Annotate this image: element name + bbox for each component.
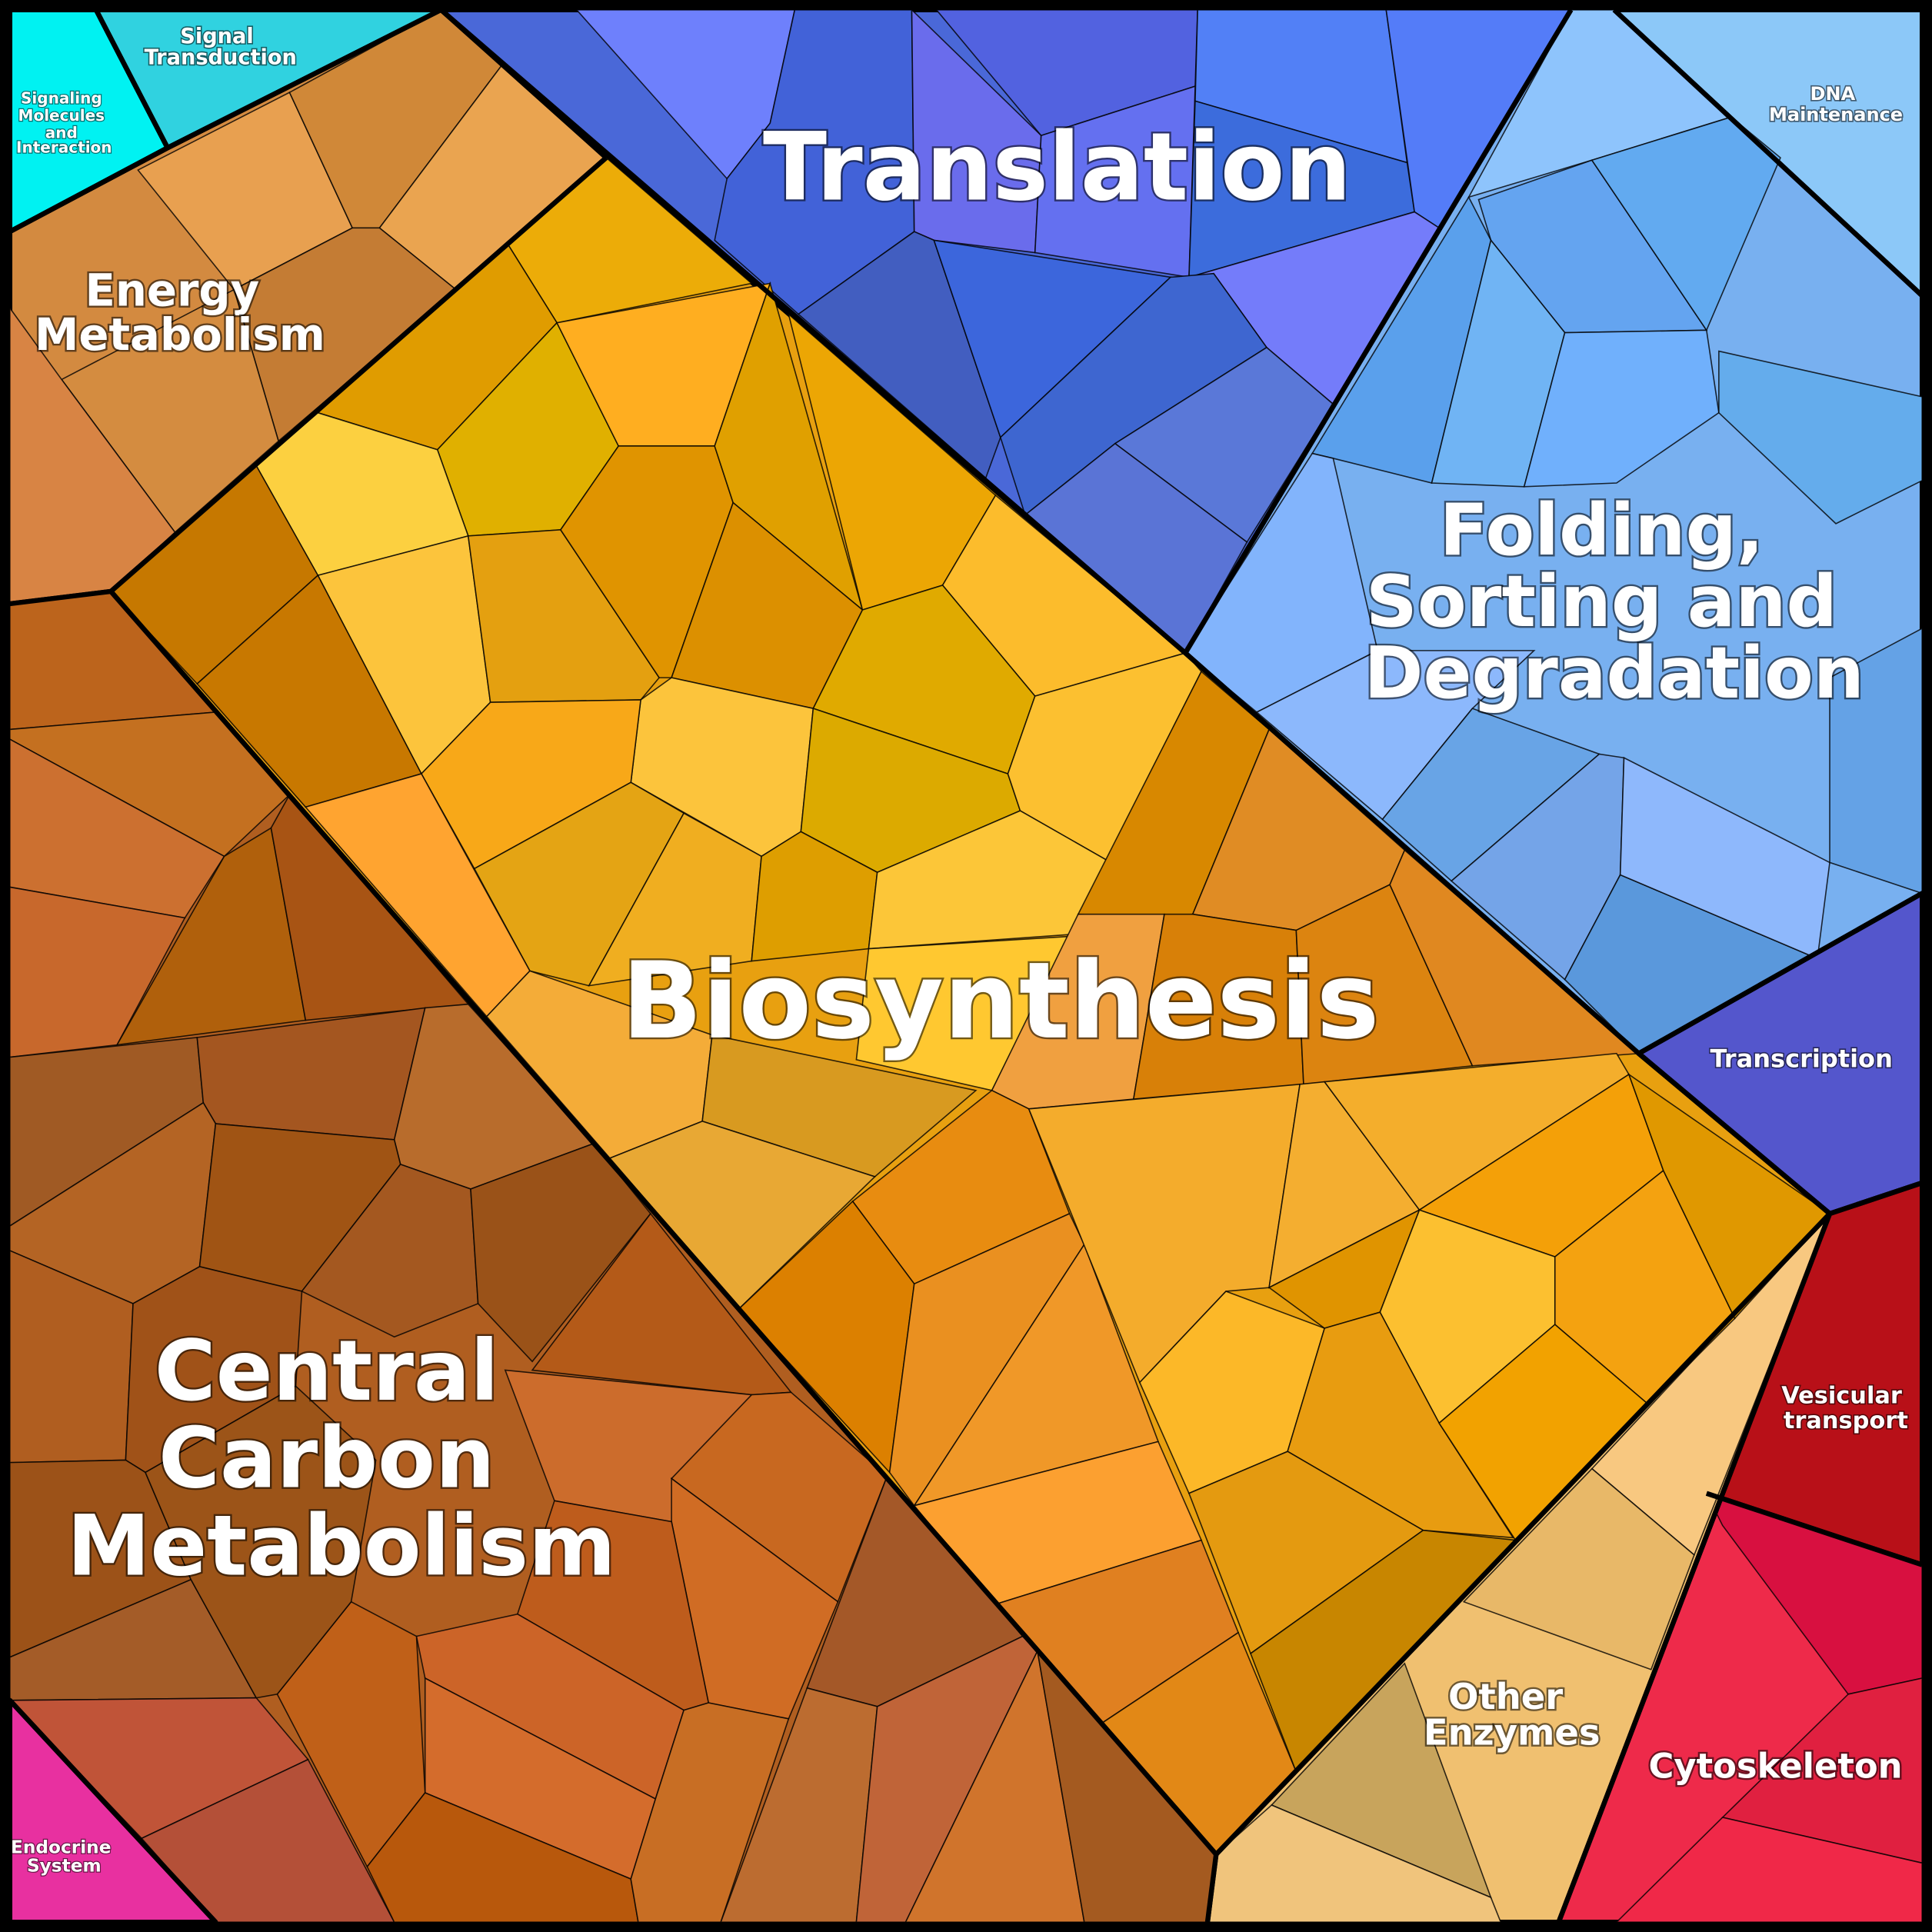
label-central-carbon: Central Carbon Metabolism <box>67 1322 616 1594</box>
label-energy-metabolism: Energy Metabolism <box>35 264 325 361</box>
label-translation: Translation <box>763 113 1351 222</box>
label-cytoskeleton: Cytoskeleton <box>1649 1746 1903 1787</box>
label-endocrine: Endocrine System <box>11 1837 118 1876</box>
region-other-enzymes[interactable] <box>1204 1211 1833 1925</box>
region-translation[interactable] <box>438 7 1574 656</box>
label-dna-maintenance: DNA Maintenance <box>1769 83 1903 125</box>
label-signaling: Signaling Molecules and Interaction <box>16 89 112 157</box>
region-cytoskeleton[interactable] <box>1556 1491 1925 1925</box>
label-folding: Folding, Sorting and Degradation <box>1364 488 1864 715</box>
region-central-carbon[interactable] <box>7 588 1219 1925</box>
region-energy-metabolism[interactable] <box>7 7 609 607</box>
region-biosynthesis[interactable] <box>108 155 1833 1857</box>
label-signal-transduction: Signal Transduction <box>145 25 297 69</box>
label-biosynthesis: Biosynthesis <box>621 940 1379 1063</box>
label-other-enzymes: Other Enzymes <box>1424 1676 1601 1753</box>
label-transcription: Transcription <box>1710 1044 1892 1073</box>
label-vesicular-transport: Vesicular transport <box>1781 1383 1910 1434</box>
